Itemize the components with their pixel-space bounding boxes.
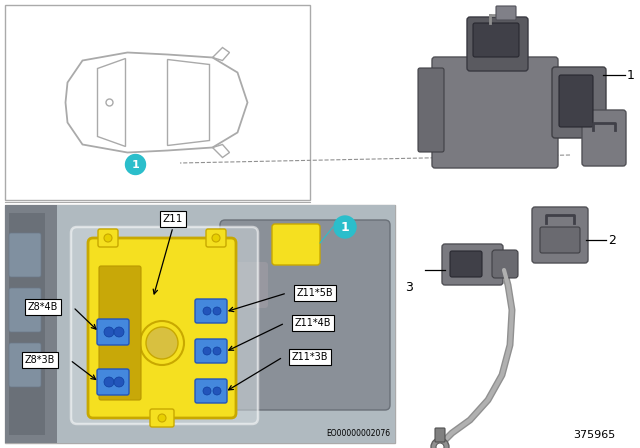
Circle shape [114,327,124,337]
Text: 375965: 375965 [573,430,615,440]
FancyBboxPatch shape [5,205,395,443]
Circle shape [213,347,221,355]
Circle shape [213,307,221,315]
Circle shape [158,414,166,422]
FancyBboxPatch shape [552,67,606,138]
FancyBboxPatch shape [195,299,227,323]
FancyBboxPatch shape [97,369,129,395]
Circle shape [203,307,211,315]
Text: 1: 1 [627,69,635,82]
FancyBboxPatch shape [88,238,236,418]
FancyBboxPatch shape [150,409,174,427]
FancyBboxPatch shape [206,229,226,247]
FancyBboxPatch shape [220,220,390,410]
FancyBboxPatch shape [532,207,588,263]
FancyBboxPatch shape [559,75,593,127]
FancyBboxPatch shape [9,233,41,277]
Circle shape [104,327,114,337]
Circle shape [104,234,112,242]
Text: Z11*4B: Z11*4B [295,318,332,328]
Circle shape [104,377,114,387]
FancyBboxPatch shape [71,227,258,424]
Text: 1: 1 [132,159,140,169]
FancyBboxPatch shape [195,339,227,363]
FancyBboxPatch shape [467,17,528,71]
Circle shape [146,327,178,359]
FancyBboxPatch shape [272,224,320,265]
FancyBboxPatch shape [496,6,516,20]
Circle shape [203,347,211,355]
Circle shape [436,443,444,448]
FancyBboxPatch shape [5,205,57,443]
Circle shape [213,387,221,395]
FancyBboxPatch shape [57,205,395,443]
Circle shape [431,438,449,448]
Text: 3: 3 [405,280,413,293]
Text: 1: 1 [340,220,349,233]
Circle shape [212,234,220,242]
FancyBboxPatch shape [9,343,41,387]
FancyBboxPatch shape [492,250,518,278]
FancyBboxPatch shape [435,428,445,442]
FancyBboxPatch shape [9,213,45,435]
Circle shape [125,155,145,175]
FancyBboxPatch shape [97,319,129,345]
Text: Z8*3B: Z8*3B [25,355,55,365]
FancyBboxPatch shape [5,5,310,200]
FancyBboxPatch shape [400,0,640,448]
Text: Z11: Z11 [163,214,183,224]
Circle shape [203,387,211,395]
FancyBboxPatch shape [540,227,580,253]
Circle shape [334,216,356,238]
Circle shape [114,377,124,387]
FancyBboxPatch shape [195,379,227,403]
FancyBboxPatch shape [9,288,41,332]
FancyBboxPatch shape [99,266,141,400]
Text: Z11*3B: Z11*3B [292,352,328,362]
Text: EO00000002076: EO00000002076 [326,429,390,438]
FancyBboxPatch shape [442,244,503,285]
FancyBboxPatch shape [432,57,558,168]
FancyBboxPatch shape [418,68,444,152]
FancyBboxPatch shape [582,110,626,166]
FancyBboxPatch shape [98,229,118,247]
FancyBboxPatch shape [473,23,519,57]
FancyBboxPatch shape [450,251,482,277]
Text: 2: 2 [608,233,616,246]
FancyBboxPatch shape [192,262,268,308]
Text: Z11*5B: Z11*5B [297,288,333,298]
Text: Z8*4B: Z8*4B [28,302,58,312]
